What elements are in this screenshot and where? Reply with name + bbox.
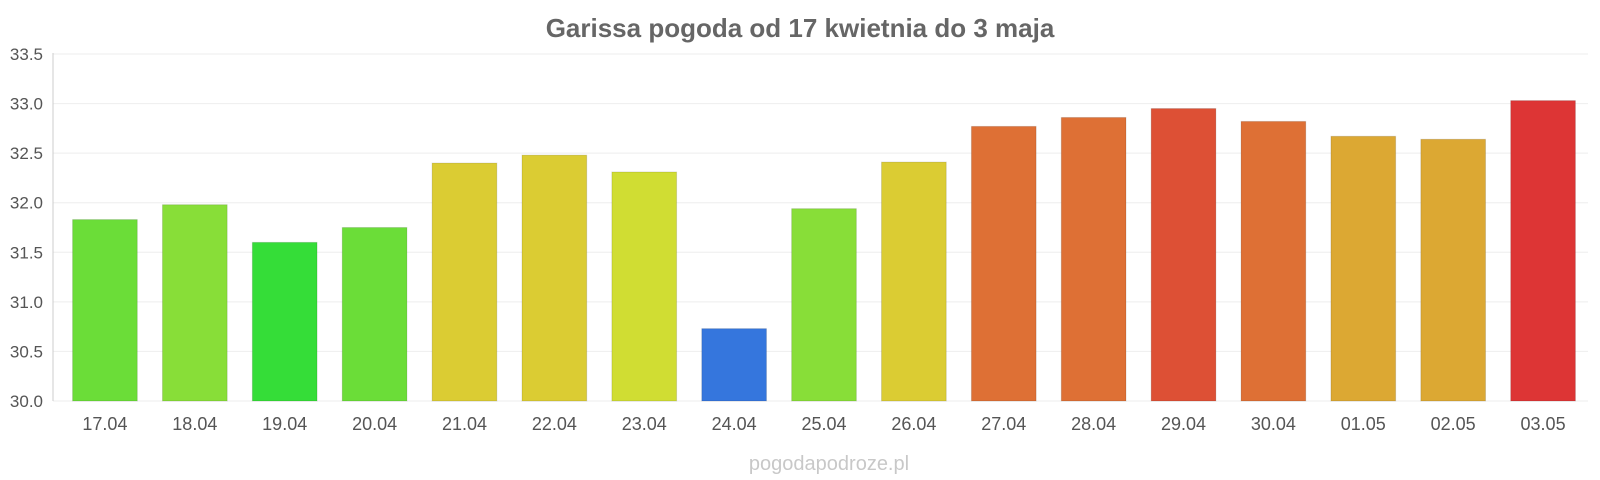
- x-tick-label: 22.04: [532, 414, 577, 434]
- x-axis-ticks: 17.04 18.04 19.04 20.04 21.04 22.04 23.04 24.04…: [82, 414, 1565, 434]
- y-axis-ticks: 30.0 30.5 31.0 31.5 32.0 32.5 33.0 33.5: [10, 45, 43, 411]
- x-tick-label: 27.04: [981, 414, 1026, 434]
- x-tick-label: 17.04: [82, 414, 127, 434]
- y-tick-label: 33.0: [10, 95, 43, 114]
- y-tick-label: 33.5: [10, 45, 43, 64]
- x-tick-label: 19.04: [262, 414, 307, 434]
- x-tick-label: 23.04: [622, 414, 667, 434]
- bar-21.04: [431, 162, 498, 402]
- source-watermark: pogodapodroze.pl: [749, 453, 909, 475]
- x-tick-label: 20.04: [352, 414, 397, 434]
- x-tick-label: 28.04: [1071, 414, 1116, 434]
- x-tick-label: 24.04: [712, 414, 757, 434]
- x-tick-label: 02.05: [1431, 414, 1476, 434]
- bar-17.04: [72, 219, 138, 402]
- y-tick-label: 31.5: [10, 243, 43, 262]
- bar-19.04: [251, 241, 318, 402]
- bar-30.04: [1240, 120, 1307, 402]
- x-tick-label: 01.05: [1341, 414, 1386, 434]
- y-tick-label: 30.0: [10, 392, 43, 411]
- bar-23.04: [611, 171, 678, 402]
- x-tick-label: 18.04: [172, 414, 217, 434]
- x-tick-label: 30.04: [1251, 414, 1296, 434]
- bar-01.05: [1330, 135, 1397, 402]
- x-tick-label: 21.04: [442, 414, 487, 434]
- y-tick-label: 31.0: [10, 293, 43, 312]
- bar-26.04: [881, 161, 947, 402]
- bar-24.04: [701, 328, 767, 402]
- bar-29.04: [1150, 108, 1217, 402]
- x-tick-label: 29.04: [1161, 414, 1206, 434]
- bar-28.04: [1060, 116, 1127, 402]
- bar-18.04: [161, 204, 228, 402]
- bar-03.05: [1510, 100, 1576, 402]
- bar-22.04: [521, 154, 588, 402]
- bar-02.05: [1420, 138, 1487, 402]
- x-tick-label: 03.05: [1521, 414, 1566, 434]
- x-tick-label: 26.04: [891, 414, 936, 434]
- y-tick-label: 30.5: [10, 342, 43, 361]
- y-tick-label: 32.0: [10, 194, 43, 213]
- bar-25.04: [791, 208, 857, 402]
- x-tick-label: 25.04: [801, 414, 846, 434]
- bar-27.04: [970, 125, 1037, 402]
- bar-series: [72, 100, 1576, 402]
- bar-20.04: [341, 227, 408, 402]
- chart-title: Garissa pogoda od 17 kwietnia do 3 maja: [546, 13, 1055, 43]
- y-tick-label: 32.5: [10, 144, 43, 163]
